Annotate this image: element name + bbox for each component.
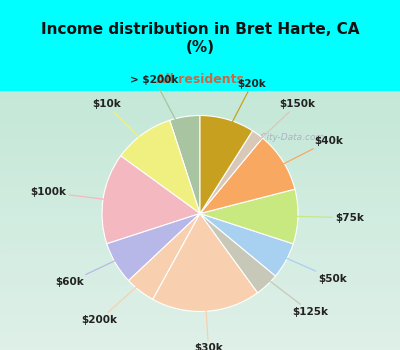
- Text: Income distribution in Bret Harte, CA
(%): Income distribution in Bret Harte, CA (%…: [41, 22, 359, 55]
- Bar: [0, 210, 400, 215]
- Bar: [0, 246, 400, 252]
- Bar: [0, 179, 400, 184]
- Text: $60k: $60k: [55, 250, 138, 287]
- Bar: [0, 106, 400, 112]
- Bar: [0, 117, 400, 122]
- Bar: [0, 293, 400, 298]
- Text: $100k: $100k: [30, 187, 130, 202]
- Bar: [0, 96, 400, 102]
- Text: $10k: $10k: [92, 99, 158, 156]
- Bar: [0, 278, 400, 283]
- Wedge shape: [121, 120, 200, 214]
- Text: Ⓐ City-Data.com: Ⓐ City-Data.com: [252, 133, 324, 142]
- Bar: [0, 148, 400, 153]
- Bar: [0, 153, 400, 158]
- Bar: [0, 309, 400, 314]
- Bar: [0, 200, 400, 205]
- Bar: [0, 132, 400, 138]
- Bar: [0, 345, 400, 350]
- Text: > $200k: > $200k: [130, 75, 188, 143]
- Wedge shape: [200, 138, 295, 214]
- Bar: [0, 143, 400, 148]
- Bar: [0, 267, 400, 272]
- Text: $150k: $150k: [242, 99, 316, 156]
- Bar: [0, 241, 400, 246]
- Text: All residents: All residents: [156, 73, 244, 86]
- Text: $125k: $125k: [249, 265, 328, 317]
- Bar: [0, 231, 400, 236]
- Bar: [0, 329, 400, 335]
- Bar: [0, 174, 400, 179]
- Wedge shape: [200, 189, 298, 244]
- Wedge shape: [200, 131, 262, 214]
- Wedge shape: [200, 214, 276, 293]
- Bar: [0, 215, 400, 220]
- Bar: [0, 257, 400, 262]
- Bar: [0, 283, 400, 288]
- Wedge shape: [200, 214, 293, 276]
- Bar: [0, 220, 400, 226]
- Wedge shape: [200, 116, 252, 214]
- Wedge shape: [170, 116, 200, 214]
- Bar: [0, 189, 400, 195]
- Bar: [0, 112, 400, 117]
- Bar: [0, 205, 400, 210]
- Bar: [0, 262, 400, 267]
- Bar: [0, 252, 400, 257]
- Bar: [0, 335, 400, 339]
- Bar: [0, 138, 400, 143]
- Wedge shape: [153, 214, 258, 312]
- Bar: [0, 169, 400, 174]
- Bar: [0, 272, 400, 278]
- Bar: [0, 163, 400, 169]
- Bar: [0, 236, 400, 241]
- Bar: [0, 102, 400, 106]
- Wedge shape: [128, 214, 200, 299]
- Text: $40k: $40k: [260, 136, 343, 175]
- Bar: [0, 122, 400, 127]
- Text: $20k: $20k: [220, 79, 266, 145]
- Bar: [0, 340, 400, 345]
- Bar: [0, 127, 400, 132]
- Bar: [0, 195, 400, 200]
- Bar: [0, 91, 400, 96]
- Bar: [0, 158, 400, 163]
- Wedge shape: [102, 156, 200, 244]
- Text: $30k: $30k: [194, 285, 223, 350]
- Bar: [0, 314, 400, 319]
- Wedge shape: [107, 214, 200, 281]
- Bar: [0, 303, 400, 309]
- Text: $200k: $200k: [81, 270, 156, 326]
- Bar: [0, 288, 400, 293]
- Text: $75k: $75k: [271, 213, 364, 223]
- Bar: [0, 298, 400, 303]
- Bar: [0, 319, 400, 324]
- Text: $50k: $50k: [263, 248, 347, 284]
- Bar: [0, 324, 400, 329]
- Bar: [0, 184, 400, 189]
- Bar: [0, 226, 400, 231]
